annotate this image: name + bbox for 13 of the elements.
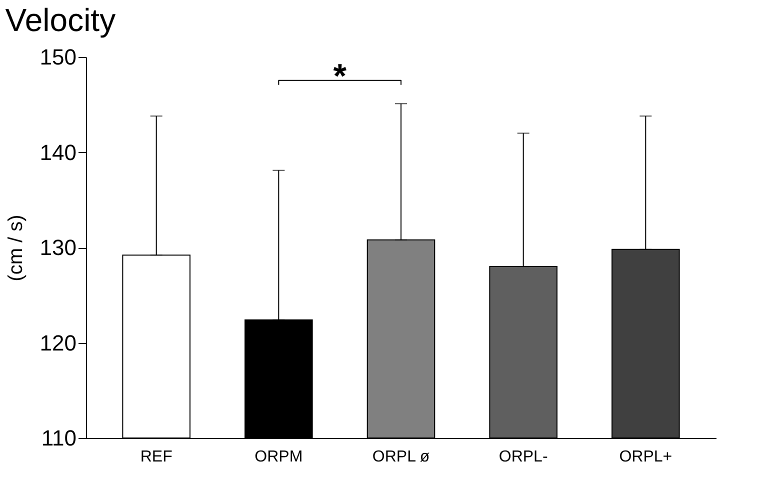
y-tick-label: 110 bbox=[41, 426, 76, 450]
x-tick-label: ORPM bbox=[254, 448, 303, 466]
y-tick-label: 130 bbox=[40, 235, 76, 260]
y-tick-label: 150 bbox=[40, 44, 76, 70]
x-tick-label: ORPL+ bbox=[619, 448, 672, 466]
chart-title: Velocity bbox=[5, 2, 116, 38]
y-axis-title: (cm / s) bbox=[4, 214, 27, 282]
x-tick-label: ORPL- bbox=[498, 448, 548, 466]
x-tick-label: REF bbox=[140, 448, 173, 466]
y-tick-label: 140 bbox=[40, 140, 76, 165]
y-tick-label: 120 bbox=[40, 330, 76, 356]
x-tick-label: ORPL ø bbox=[372, 448, 430, 466]
annotation: * bbox=[333, 57, 348, 96]
